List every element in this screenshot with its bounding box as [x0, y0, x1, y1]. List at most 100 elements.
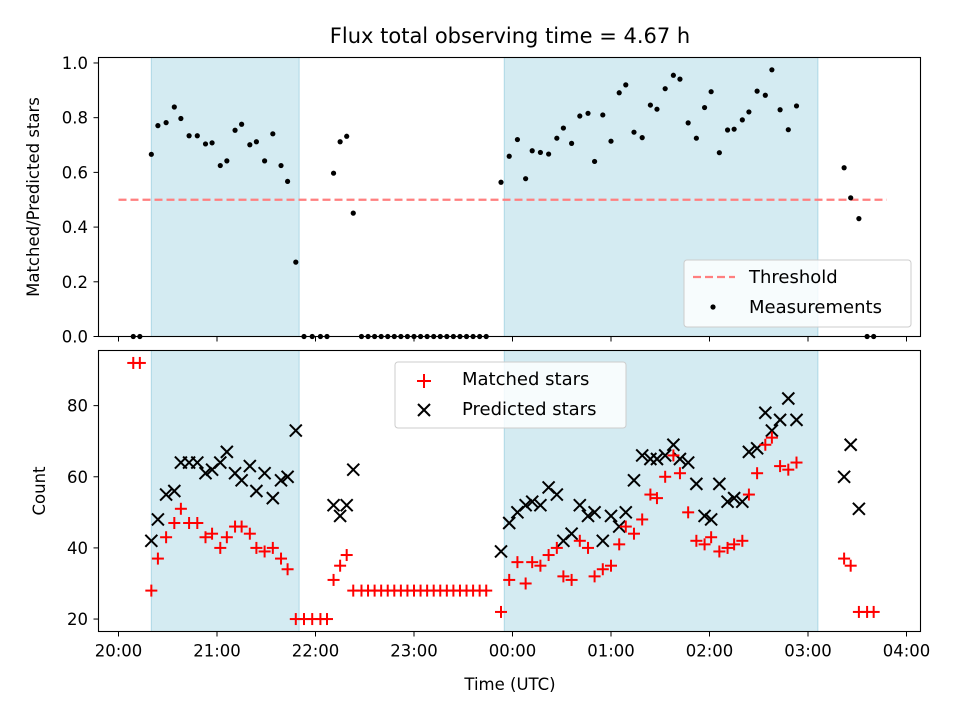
predicted-stars-point: [789, 413, 804, 427]
predicted-stars-point: [581, 509, 595, 523]
measurement-point: [344, 133, 350, 139]
measurement-point: [209, 140, 215, 146]
predicted-stars-point: [234, 473, 249, 488]
measurement-point: [856, 216, 862, 222]
predicted-stars-point: [765, 423, 779, 438]
top-axes-frame: [97, 56, 922, 338]
matched-stars-point: [605, 559, 617, 572]
measurement-point: [529, 148, 535, 154]
matched-stars-point: [534, 559, 547, 572]
matched-stars-point: [736, 534, 749, 547]
measurement-point: [186, 133, 192, 139]
matched-stars-point: [619, 520, 632, 533]
x-tick-label: 04:00: [883, 642, 931, 661]
measurement-point: [498, 179, 504, 185]
legend-measurements-label: Measurements: [749, 297, 882, 318]
matched-stars-point: [145, 584, 158, 597]
matched-stars-point: [133, 356, 146, 369]
x-tick-label: 03:00: [784, 642, 832, 661]
predicted-stars-point: [167, 484, 182, 498]
matched-stars-point: [199, 531, 212, 544]
matched-stars-point: [774, 460, 787, 473]
measurement-point: [171, 104, 177, 110]
predicted-stars-point: [681, 455, 695, 470]
predicted-stars-point: [697, 509, 712, 523]
predicted-stars-point: [773, 413, 787, 427]
measurement-point: [677, 76, 683, 82]
y-tick-label: 0.6: [62, 163, 88, 182]
measurement-point: [769, 67, 775, 73]
measurement-point: [330, 170, 337, 176]
legend-matched-label: Matched stars: [462, 369, 589, 390]
top-panel: 0.0 0.2 0.4 0.6 0.8 1.0 Matched/Predicted sta…: [24, 54, 922, 347]
matched-stars-point: [168, 517, 181, 530]
predicted-stars-point: [190, 455, 205, 470]
predicted-stars-point: [758, 406, 773, 420]
measurement-point: [163, 120, 169, 126]
measurement-point: [716, 150, 722, 156]
matched-stars-point: [698, 538, 711, 551]
y-tick-label: 40: [67, 539, 88, 558]
predicted-stars-point: [274, 473, 288, 488]
measurement-point: [546, 151, 552, 157]
matched-stars-point: [713, 545, 726, 558]
matched-stars-point: [340, 549, 353, 562]
matched-stars-point: [765, 431, 778, 444]
measurement-point: [202, 141, 209, 147]
x-tick-label: 01:00: [587, 642, 635, 661]
predicted-stars-point: [339, 498, 354, 512]
matched-stars-point: [174, 502, 187, 515]
matched-stars-point: [759, 438, 772, 451]
measurement-point: [270, 131, 276, 137]
predicted-stars-point: [346, 462, 360, 477]
matched-stars-point: [526, 556, 539, 569]
y-tick-label: 0.2: [62, 273, 88, 292]
measurement-point: [739, 117, 745, 123]
y-tick-label: 0.0: [62, 328, 88, 347]
matched-stars-point: [742, 488, 755, 501]
predicted-stars-point: [151, 512, 165, 527]
predicted-stars-point: [280, 470, 295, 484]
predicted-stars-point: [619, 505, 633, 520]
predicted-stars-point: [198, 466, 213, 480]
matched-stars-point: [320, 613, 333, 626]
matched-stars-point: [243, 527, 256, 540]
measurement-point: [670, 72, 676, 78]
predicted-stars-point: [612, 519, 626, 534]
measurement-point: [600, 112, 606, 118]
measurement-point: [585, 110, 591, 116]
predicted-stars-point: [635, 448, 649, 463]
matched-stars-point: [636, 513, 649, 526]
matched-stars-point: [613, 538, 626, 551]
y-tick-label: 1.0: [62, 54, 88, 73]
measurement-point: [224, 158, 230, 164]
y-tick-label: 80: [67, 397, 88, 416]
measurement-point: [639, 135, 645, 141]
matched-stars-point: [582, 541, 595, 554]
measurement-point: [647, 102, 654, 108]
predicted-stars-point: [289, 423, 303, 438]
matched-stars-point: [235, 520, 248, 533]
predicted-stars-point: [843, 438, 858, 452]
matched-stars-point: [334, 559, 347, 572]
measurement-point: [762, 92, 768, 98]
matched-stars-point: [650, 492, 663, 505]
predicted-stars-point: [573, 498, 587, 512]
matched-stars-point: [503, 573, 516, 586]
predicted-stars-point: [837, 470, 851, 484]
predicted-stars-point: [720, 494, 735, 509]
matched-stars-point: [682, 506, 695, 519]
matched-stars-point: [275, 552, 288, 565]
predicted-stars-point: [502, 516, 516, 530]
measurement-point: [654, 106, 660, 112]
measurement-point: [754, 88, 760, 94]
predicted-stars-point: [144, 534, 159, 548]
matched-stars-point: [327, 573, 340, 586]
matched-stars-point: [728, 538, 741, 551]
measurement-point: [841, 165, 847, 171]
matched-stars-point: [667, 449, 680, 462]
predicted-stars-point: [689, 477, 704, 491]
measurement-point: [731, 126, 737, 132]
measurement-point: [350, 210, 356, 216]
